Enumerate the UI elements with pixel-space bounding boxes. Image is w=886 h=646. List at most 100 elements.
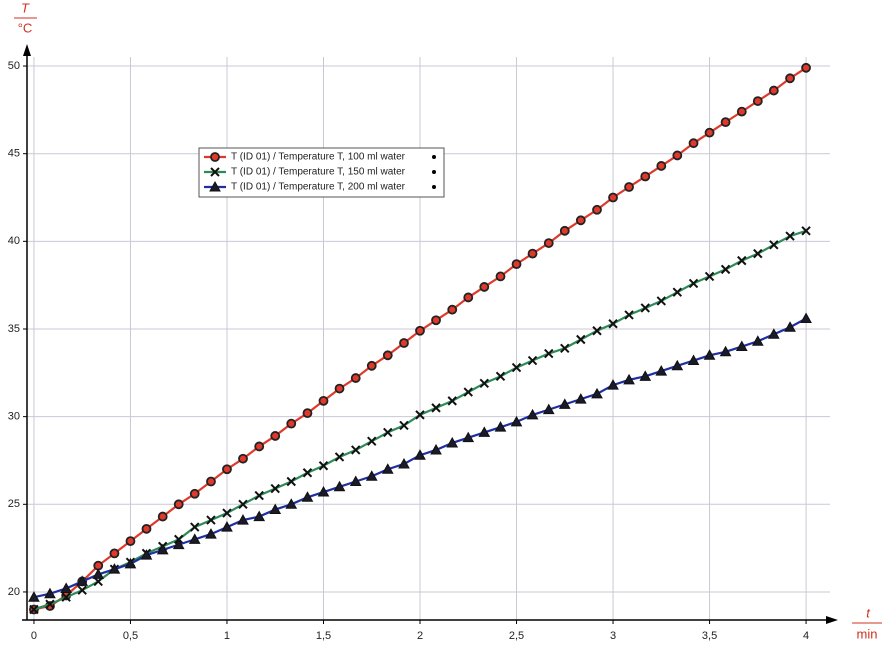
marker <box>542 403 555 415</box>
marker <box>156 543 169 555</box>
marker <box>399 420 409 431</box>
marker <box>222 464 232 475</box>
y-label-symbol: T <box>21 0 30 15</box>
marker <box>801 226 811 236</box>
y-tick-label: 50 <box>8 60 20 72</box>
marker <box>688 138 699 149</box>
marker <box>61 592 71 602</box>
marker <box>253 510 266 522</box>
marker <box>334 383 345 394</box>
marker <box>592 326 602 336</box>
marker <box>172 538 185 550</box>
marker <box>77 585 87 595</box>
marker <box>109 548 120 559</box>
marker <box>44 587 56 599</box>
marker <box>188 533 201 544</box>
marker <box>785 231 795 241</box>
marker <box>209 180 221 192</box>
x-tick-label: 1 <box>224 630 230 642</box>
marker <box>560 343 570 353</box>
marker <box>189 488 200 499</box>
marker <box>640 171 651 182</box>
grid: 0 0,5 1 1,5 2 2,5 3 3,5 4 20 25 30 35 40 45 50 <box>8 57 830 642</box>
y-tick-label: 20 <box>8 586 20 598</box>
x-label-symbol: t <box>866 605 871 620</box>
marker <box>511 362 522 373</box>
marker <box>751 335 764 346</box>
marker <box>623 373 635 385</box>
marker <box>720 264 731 275</box>
marker <box>592 204 602 215</box>
marker <box>576 334 586 345</box>
marker <box>672 150 683 161</box>
marker <box>687 354 700 366</box>
marker <box>607 379 619 390</box>
marker <box>318 395 329 406</box>
x-axis-arrow <box>826 616 838 624</box>
marker <box>286 476 296 487</box>
marker <box>608 319 618 329</box>
marker <box>222 508 232 518</box>
marker <box>382 350 393 361</box>
marker <box>60 582 73 593</box>
marker <box>76 575 89 586</box>
marker <box>334 452 345 462</box>
marker <box>574 393 587 404</box>
marker <box>269 503 282 515</box>
marker <box>381 463 394 474</box>
marker <box>640 303 650 313</box>
y-tick-label: 25 <box>8 498 20 510</box>
legend-dot <box>432 155 436 159</box>
marker <box>527 248 538 259</box>
marker <box>544 348 554 359</box>
marker <box>800 312 812 323</box>
marker <box>173 499 184 510</box>
marker <box>45 599 55 609</box>
x-tick-label: 0 <box>31 630 37 642</box>
marker <box>351 445 361 455</box>
marker <box>703 349 716 360</box>
marker <box>543 238 554 248</box>
marker <box>140 549 153 560</box>
marker <box>527 355 538 366</box>
marker <box>206 515 216 525</box>
marker <box>302 468 313 478</box>
marker <box>205 528 217 539</box>
marker <box>270 483 280 494</box>
marker <box>767 328 780 339</box>
legend-dot <box>432 170 436 174</box>
marker <box>478 426 491 437</box>
y-tick-label: 35 <box>8 323 20 335</box>
marker <box>526 408 539 420</box>
legend: T (ID 01) / Temperature T, 100 ml water T… <box>204 152 436 193</box>
marker <box>221 521 233 532</box>
marker <box>801 62 811 73</box>
marker <box>752 96 763 106</box>
y-tick-label: 30 <box>8 411 20 423</box>
marker <box>753 248 763 259</box>
x-tick-label: 4 <box>803 630 809 642</box>
marker <box>463 292 474 303</box>
marker <box>317 485 330 497</box>
marker <box>285 498 298 509</box>
marker <box>398 457 410 469</box>
marker <box>383 427 393 438</box>
marker <box>511 259 522 270</box>
legend-dot <box>432 185 436 189</box>
marker <box>350 373 361 383</box>
y-axis-arrow <box>23 44 31 56</box>
marker <box>415 410 425 420</box>
x-tick-label: 0,5 <box>123 630 138 642</box>
marker <box>785 73 795 84</box>
marker <box>365 470 378 481</box>
marker <box>495 271 506 282</box>
marker <box>254 490 264 501</box>
marker <box>736 106 747 117</box>
marker <box>704 271 715 282</box>
marker <box>768 85 779 96</box>
marker <box>141 523 152 534</box>
marker <box>510 415 523 427</box>
plot-area <box>28 62 812 615</box>
